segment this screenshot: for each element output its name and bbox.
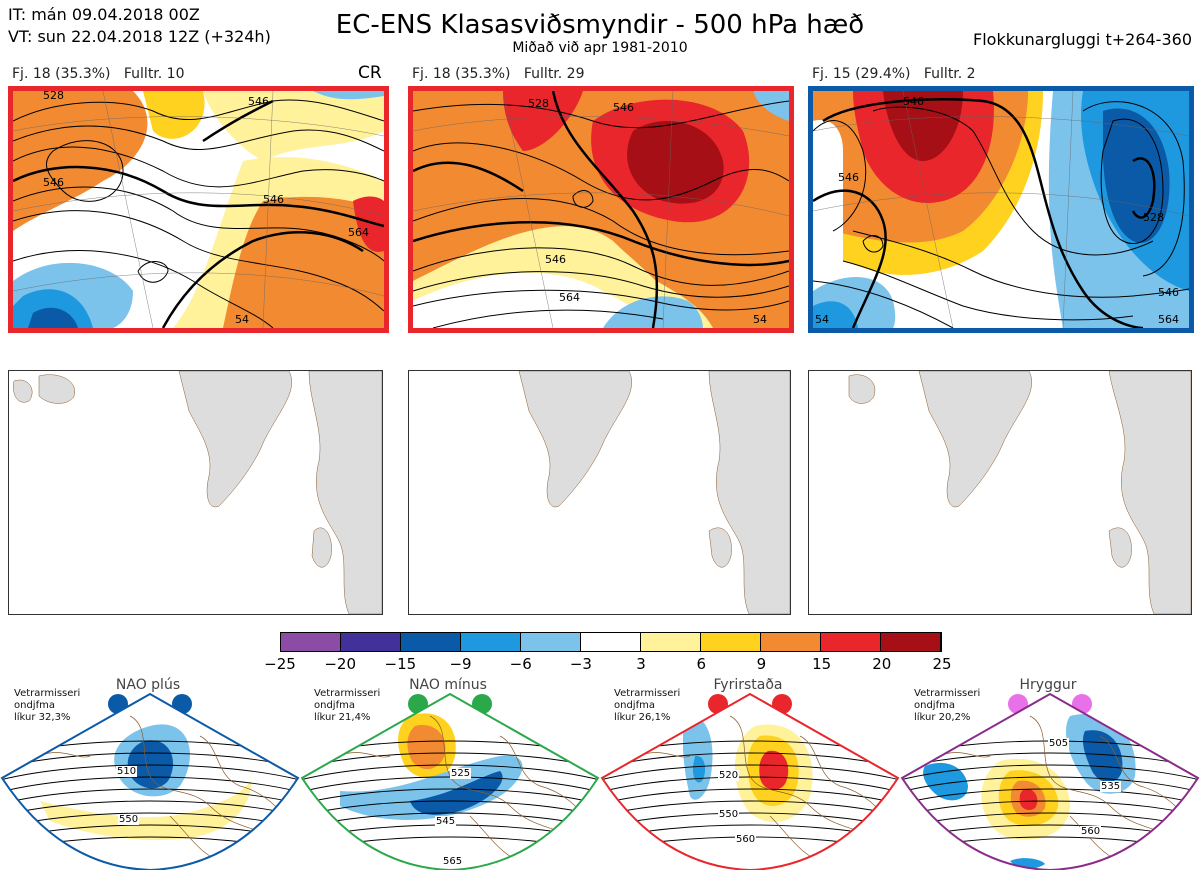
- colorbar-swatch: #f28a32: [761, 633, 821, 651]
- cluster-2-count: Fj. 18 (35.3%): [412, 66, 511, 82]
- cluster-3-count: Fj. 15 (29.4%): [812, 66, 911, 82]
- regime-contour-label: 550: [718, 809, 740, 820]
- regime-contour-label: 560: [1080, 826, 1102, 837]
- colorbar-tick-label: 20: [872, 655, 892, 673]
- contour-label: 546: [903, 95, 924, 108]
- blank-map-1: [8, 370, 383, 615]
- contour-label: 54: [753, 313, 767, 326]
- colorbar-tick-label: −3: [569, 655, 592, 673]
- blank-map-3: [808, 370, 1192, 615]
- colorbar-tick-label: 15: [812, 655, 832, 673]
- colorbar-swatch: #8b4ca6: [281, 633, 341, 651]
- regime-stat-line: líkur 32,3%: [14, 712, 71, 723]
- regime-stat-line: ondjfma: [14, 700, 55, 711]
- colorbar: #8b4ca6#43319a#0a5aa8#1e98de#7cc3ec#ffff…: [280, 632, 942, 652]
- regime-stat-line: líkur 20,2%: [914, 712, 971, 723]
- colorbar-tick-label: −20: [324, 655, 356, 673]
- regime-probability: Vetrarmisseri ondjfma líkur 32,3%: [14, 688, 80, 724]
- run-info: IT: mán 09.04.2018 00Z VT: sun 22.04.201…: [8, 4, 271, 48]
- colorbar-tick-label: 6: [696, 655, 707, 673]
- regime-stat-line: ondjfma: [614, 700, 655, 711]
- regime-title: Hryggur: [1019, 677, 1077, 693]
- cluster-1-tag: CR: [358, 63, 382, 83]
- regime-stat-line: ondjfma: [914, 700, 955, 711]
- blank-map-2: [408, 370, 791, 615]
- regime-contour-label: 525: [450, 768, 472, 779]
- colorbar-tick-label: 3: [636, 655, 646, 673]
- cluster-1-count: Fj. 18 (35.3%): [12, 66, 111, 82]
- contour-label: 546: [545, 253, 566, 266]
- regime-contour-label: 510: [116, 766, 138, 777]
- contour-label: 564: [559, 291, 580, 304]
- regime-contour-label: 550: [118, 814, 140, 825]
- cluster-1-rep: Fulltr. 10: [123, 66, 185, 82]
- regime-map: [900, 686, 1200, 872]
- init-time: IT: mán 09.04.2018 00Z: [8, 5, 200, 24]
- colorbar-tick-label: −9: [449, 655, 472, 673]
- regime-stat-line: Vetrarmisseri: [14, 688, 81, 699]
- regime-contour-label: 535: [1100, 781, 1122, 792]
- contour-label: 546: [43, 176, 64, 189]
- cluster-3-map: 546 546 528 546 564 54: [808, 86, 1194, 333]
- regime-stat-line: ondjfma: [314, 700, 355, 711]
- colorbar-tick-label: −6: [509, 655, 532, 673]
- colorbar-swatch: #e8262b: [821, 633, 881, 651]
- contour-label: 528: [528, 97, 549, 110]
- cluster-2-map: 528 546 546 564 54: [408, 86, 794, 333]
- contour-label: 546: [248, 95, 269, 108]
- page-title: EC-ENS Klasasviðsmyndir - 500 hPa hæð: [335, 10, 865, 40]
- regime-probability: Vetrarmisseri ondjfma líkur 21,4%: [314, 688, 380, 724]
- cluster-2-rep: Fulltr. 29: [523, 66, 585, 82]
- contour-label: 546: [838, 171, 859, 184]
- regime-contour-label: 560: [735, 834, 757, 845]
- colorbar-tick-label: −15: [384, 655, 417, 673]
- contour-label: 546: [1158, 286, 1179, 299]
- colorbar-swatch: #43319a: [341, 633, 401, 651]
- valid-time: VT: sun 22.04.2018 12Z (+324h): [8, 27, 271, 46]
- regime-stat-line: líkur 21,4%: [314, 712, 371, 723]
- cluster-1-map: 528 546 546 564 546 54: [8, 86, 389, 333]
- regime-contour-label: 520: [718, 770, 740, 781]
- regime-stat-line: líkur 26,1%: [614, 712, 671, 723]
- regime-probability: Vetrarmisseri ondjfma líkur 20,2%: [914, 688, 980, 724]
- contour-label: 54: [235, 313, 249, 326]
- classification-window: Flokkunargluggi t+264-360: [973, 30, 1192, 49]
- contour-label: 54: [815, 313, 829, 326]
- regime-title: NAO plús: [115, 677, 181, 693]
- contour-label: 528: [43, 91, 64, 102]
- cluster-3-rep: Fulltr. 2: [923, 66, 976, 82]
- contour-label: 546: [613, 101, 634, 114]
- regime-stat-line: Vetrarmisseri: [314, 688, 381, 699]
- contour-label: 564: [348, 226, 369, 239]
- colorbar-swatch: #ffffff: [581, 633, 641, 651]
- colorbar-swatch: #ffd21f: [701, 633, 761, 651]
- regime-map: [600, 686, 900, 872]
- regime-title: NAO mínus: [409, 677, 487, 693]
- colorbar-tick-label: 25: [932, 655, 952, 673]
- regime-stat-line: Vetrarmisseri: [614, 688, 681, 699]
- contour-label: 564: [1158, 313, 1179, 326]
- cluster-3-label: Fj. 15 (29.4%) Fulltr. 2: [812, 66, 976, 82]
- regime-stat-line: Vetrarmisseri: [914, 688, 981, 699]
- colorbar-swatch: #a50f15: [881, 633, 941, 651]
- colorbar-swatch: #fff29a: [641, 633, 701, 651]
- colorbar-swatch: #0a5aa8: [401, 633, 461, 651]
- regime-title: Fyrirstaða: [713, 677, 783, 693]
- contour-label: 546: [263, 193, 284, 206]
- colorbar-swatch: #7cc3ec: [521, 633, 581, 651]
- colorbar-tick-label: −25: [264, 655, 296, 673]
- contour-label: 528: [1143, 211, 1164, 224]
- regime-map: [0, 686, 300, 872]
- regime-probability: Vetrarmisseri ondjfma líkur 26,1%: [614, 688, 680, 724]
- regime-contour-label: 505: [1048, 738, 1070, 749]
- regime-contour-label: 565: [442, 856, 464, 867]
- colorbar-swatch: #1e98de: [461, 633, 521, 651]
- cluster-1-label: Fj. 18 (35.3%) Fulltr. 10: [12, 66, 185, 82]
- cluster-2-label: Fj. 18 (35.3%) Fulltr. 29: [412, 66, 585, 82]
- regime-contour-label: 545: [435, 816, 457, 827]
- page-subtitle: Miðað við apr 1981-2010: [512, 40, 688, 56]
- colorbar-tick-label: 9: [756, 655, 767, 673]
